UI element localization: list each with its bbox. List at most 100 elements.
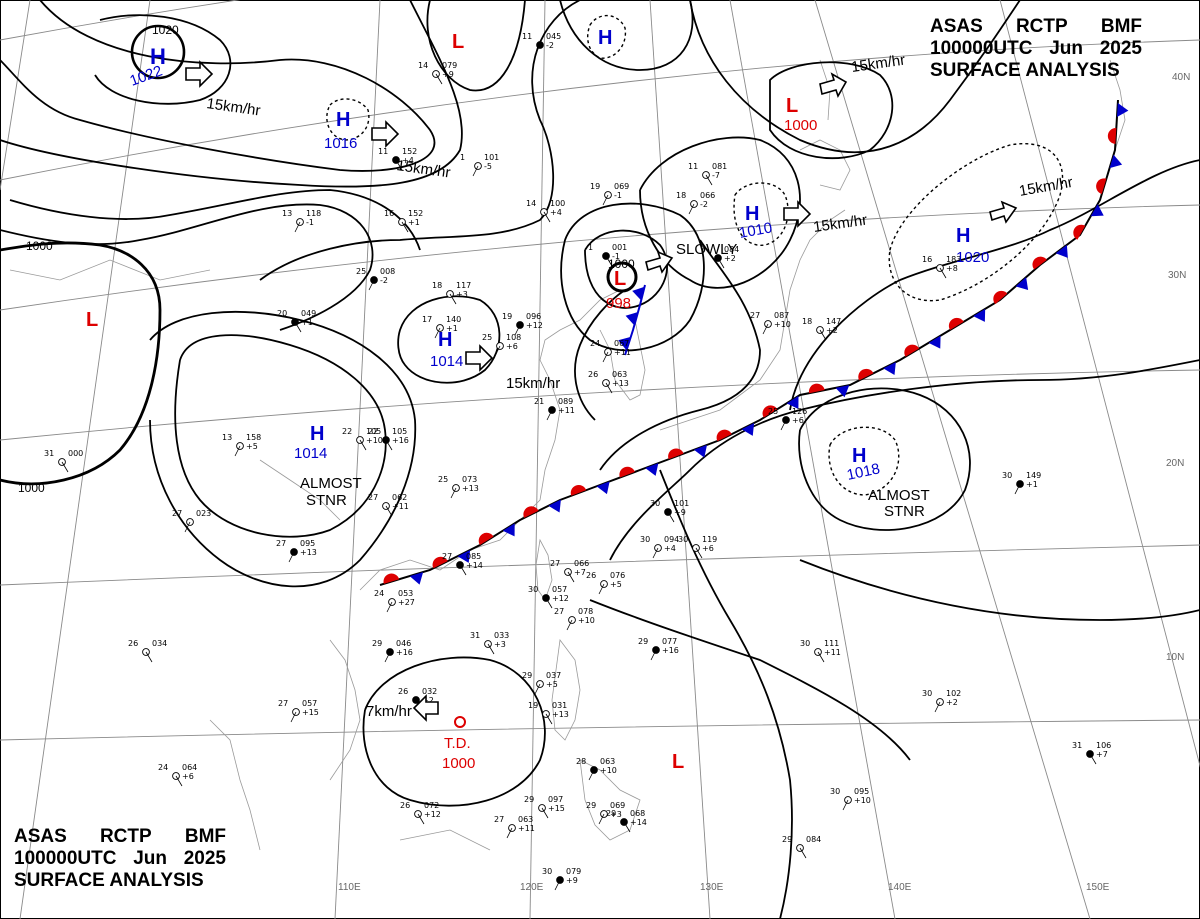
- isobar-998-outer: [560, 202, 705, 352]
- cold-front-triangle: [973, 308, 986, 322]
- station-wind-barb: [534, 44, 541, 56]
- hokkaido-coast: [799, 139, 851, 191]
- isobar-big-east: [689, 0, 1021, 154]
- station-temp: 30: [1002, 471, 1012, 480]
- warm-front-semicircle: [478, 532, 494, 546]
- station-wind-barb: [294, 221, 301, 233]
- longitude-line-130e: [649, 0, 711, 919]
- low-north-letter: L: [452, 31, 464, 53]
- station-tendency: +12: [552, 594, 569, 603]
- station-pressure: 079: [566, 867, 581, 876]
- station-tendency: -7: [712, 171, 720, 180]
- station-pressure: 023: [196, 509, 211, 518]
- header-top: ASAS RCTP BMF 100000UTC Jun 2025 SURFACE…: [930, 16, 1142, 82]
- warm-front-semicircle: [1096, 178, 1107, 195]
- station-wind-barb: [459, 564, 467, 576]
- latitude-line-10n: [0, 544, 1200, 586]
- lat-20n: 20N: [1166, 458, 1184, 469]
- latitude-line-20n: [0, 369, 1200, 441]
- station-pressure: 069: [614, 182, 629, 191]
- arrow-1014: [465, 344, 494, 372]
- station-pressure: 105: [392, 427, 407, 436]
- stnr-1018-a: ALMOST: [868, 487, 930, 504]
- station-wind-barb: [294, 321, 302, 333]
- station-wind-barb: [939, 267, 947, 279]
- station-temp: 19: [590, 182, 600, 191]
- station-tendency: +12: [526, 321, 543, 330]
- station-pressure: 108: [506, 333, 521, 342]
- motion-1020: 15km/hr: [1018, 174, 1074, 200]
- station-wind-barb: [1089, 753, 1097, 765]
- station-tendency: +16: [396, 648, 413, 657]
- footer-title: SURFACE ANALYSIS: [14, 870, 204, 891]
- cold-front-triangle: [835, 385, 850, 398]
- inland-border-2: [9, 259, 211, 281]
- station-wind-barb: [623, 821, 631, 833]
- motion-998: SLOWLY: [676, 241, 737, 258]
- cold-front-998: [618, 284, 646, 356]
- station-tendency: +7: [574, 568, 586, 577]
- station-tendency: -2: [380, 276, 388, 285]
- station-temp: 24: [374, 589, 384, 598]
- station-wind-barb: [290, 711, 297, 723]
- station-pressure: 119: [702, 535, 717, 544]
- station-temp: 29: [782, 835, 792, 844]
- high-1010-value: 1010: [738, 219, 774, 242]
- station-tendency: +14: [630, 818, 647, 827]
- station-wind-barb: [566, 619, 573, 631]
- dotted-1010: [733, 182, 789, 246]
- station-temp: 27: [172, 509, 182, 518]
- latitude-line-40n: [0, 39, 1200, 181]
- stnr-1014-a: ALMOST: [300, 475, 362, 492]
- isobar-label-1000-west-top: 1000: [26, 239, 53, 253]
- cold-front-triangle: [645, 463, 659, 476]
- station-temp: 11: [522, 32, 532, 41]
- station-tendency: +1: [446, 324, 458, 333]
- station-temp: 31: [1072, 741, 1082, 750]
- warm-front-semicircle: [432, 556, 448, 569]
- station-tendency: +11: [558, 406, 575, 415]
- station-temp: 27: [442, 552, 452, 561]
- warm-front-semicircle: [668, 448, 684, 460]
- station-tendency: +4: [550, 208, 562, 217]
- station-temp: 22: [342, 427, 352, 436]
- station-tendency: +1: [1026, 480, 1038, 489]
- header-station: RCTP: [1015, 16, 1068, 37]
- station-temp: 27: [278, 699, 288, 708]
- station-tendency: +2: [946, 698, 958, 707]
- station-tendency: +9: [566, 876, 578, 885]
- cold-front-triangle: [457, 549, 471, 563]
- station-tendency: -1: [306, 218, 314, 227]
- station-tendency: +5: [246, 442, 258, 451]
- station-wind-barb: [435, 73, 443, 85]
- station-plots: 11 045-214 079+91 101-511 152+413 118-116 152+…: [44, 32, 1111, 891]
- station-wind-barb: [546, 409, 553, 421]
- station-pressure: 046: [396, 639, 411, 648]
- warm-front-semicircle: [1032, 256, 1047, 270]
- station-pressure: 097: [548, 795, 563, 804]
- isobar-998-ring: [584, 229, 668, 309]
- station-pressure: 149: [1026, 471, 1041, 480]
- station-pressure: 062: [392, 493, 407, 502]
- isobar-east-upper: [789, 159, 1200, 411]
- station-temp: 25: [438, 475, 448, 484]
- station-tendency: +14: [466, 561, 483, 570]
- station-tendency: -2: [546, 41, 554, 50]
- high-1018-letter: H: [852, 445, 866, 467]
- station-wind-barb: [184, 521, 191, 533]
- station-temp: 30: [542, 867, 552, 876]
- station-temp: 11: [688, 162, 698, 171]
- station-pressure: 081: [712, 162, 727, 171]
- high-north-letter: H: [598, 27, 612, 49]
- longitude-line-140e: [729, 0, 896, 919]
- station-temp: 29: [372, 639, 382, 648]
- station-temp: 27: [276, 539, 286, 548]
- station-pressure: 076: [610, 571, 625, 580]
- longitude-line-110e: [334, 0, 381, 919]
- arrow-1016: [371, 120, 400, 148]
- station-temp: 14: [418, 61, 428, 70]
- taiwan-coast: [535, 538, 553, 601]
- station-wind-barb: [780, 419, 787, 431]
- header-title: SURFACE ANALYSIS: [930, 60, 1120, 81]
- station-wind-barb: [605, 382, 613, 394]
